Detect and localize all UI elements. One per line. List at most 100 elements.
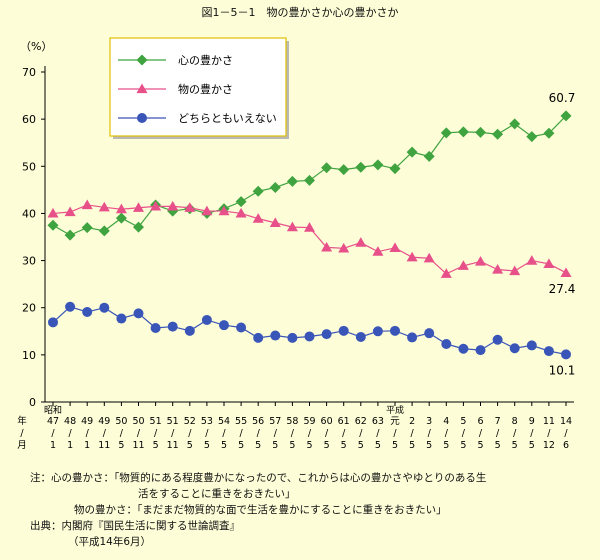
series-3-point [48,317,58,328]
series-2-point [98,201,110,212]
y-tick-label: 70 [22,66,36,79]
x-tick-label-slash: / [120,428,124,439]
x-tick-label-slash: / [393,428,397,439]
x-tick-label-slash: / [564,428,568,439]
series-3-point [201,314,212,325]
x-tick-label-year: 2 [409,416,415,427]
series-1-point [98,225,110,237]
x-tick-label-slash: / [68,428,72,439]
series-3-point [270,330,281,341]
series-2-point [372,246,384,256]
chart-notes: 注：心の豊かさ：「物質的にある程度豊かになったので、これからは心の豊かさやゆとり… [30,470,595,550]
x-tick-label-month: 5 [324,440,330,451]
series-2-point [235,207,247,218]
x-tick-label-year: 59 [303,416,315,427]
series-2-point [150,200,162,211]
y-axis-label: （%） [20,40,52,53]
x-tick-label-month: 5 [460,440,466,451]
x-tick-label-month: 5 [426,440,432,451]
x-tick-label-month: 5 [272,440,278,451]
series-2-point [475,256,486,266]
x-tick-label-slash: / [257,428,261,439]
series-3-point [167,321,178,332]
series-3-point [236,322,247,333]
series-2-point [64,206,76,217]
series-line-2 [52,204,567,275]
series-1-point [406,146,418,158]
x-tick-label-slash: / [188,428,192,439]
legend-label: どちらともいえない [178,112,277,125]
series-2-point [47,207,59,218]
series-1-point [440,127,452,139]
y-tick-label: 0 [29,396,36,409]
x-tick-label-month: 5 [529,440,535,451]
x-tick-label-slash: / [291,428,295,439]
series-1-point [560,110,572,122]
series-2-point [201,205,213,216]
x-tick-label-month: 5 [187,440,193,451]
x-tick-label-slash: / [205,428,209,439]
series-1-point [526,131,538,143]
x-tick-label-slash: / [428,428,432,439]
series-2-point [338,242,350,253]
x-tick-label-month: 5 [477,440,483,451]
series-3-point [184,325,195,336]
series-2-point [252,213,264,223]
x-tick-label-month: 5 [238,440,244,451]
x-tick-label-month: 5 [495,440,501,451]
series-3-point [492,334,503,345]
x-tick-label-year: 9 [529,416,535,427]
legend-label: 心の豊かさ [178,54,233,67]
note-line-2: 活をすることに重きをおきたい」 [138,488,296,500]
x-tick-label-year: 60 [321,416,333,427]
x-tick-label-year: 51 [150,416,162,427]
x-tick-label-month: 5 [204,440,210,451]
x-tick-label-slash: / [86,428,90,439]
x-tick-label-year: 8 [512,416,518,427]
x-tick-label-month: 5 [153,440,159,451]
series-2-point [269,217,281,227]
series-3-point [133,308,144,319]
x-tick-label-slash: / [239,428,243,439]
series-3-point [116,313,127,324]
series-1-point [389,163,401,175]
end-value-label: 10.1 [549,363,576,377]
series-1-point [372,159,384,171]
legend-label: 物の豊かさ [178,82,233,96]
x-tick-label-slash: / [171,428,175,439]
x-tick-label-year: 47 [47,416,59,427]
series-1-point [543,127,555,139]
series-1-point [133,221,144,233]
x-tick-label-year: 56 [252,416,264,427]
x-tick-label-month: 5 [341,440,347,451]
x-tick-label-year: 14 [560,416,572,427]
series-2-point [457,260,469,270]
y-tick-label: 20 [22,302,36,315]
x-tick-label-year: 5 [460,416,466,427]
x-tick-label-year: 55 [235,416,247,427]
series-3-point [321,329,332,340]
series-1-point [321,162,333,174]
x-tick-label-month: 11 [167,440,179,451]
x-tick-label-slash: / [410,428,414,439]
series-1-point [81,222,93,234]
x-tick-label-year: 49 [81,416,93,427]
x-tick-label-year: 52 [184,416,196,427]
series-2-point [167,200,179,211]
series-2-point [184,202,196,212]
series-3-point [526,340,537,351]
series-3-point [407,332,418,343]
series-2-point [492,264,504,274]
series-2-point [560,267,572,277]
x-tick-label-year: 4 [443,416,449,427]
x-tick-label-month: 5 [375,440,381,451]
x-tick-label-slash: / [103,428,107,439]
note-line-5: （平成14年6月） [68,536,152,548]
series-3-point [372,326,383,337]
x-tick-label-year: 11 [543,416,555,427]
x-tick-label-year: 51 [167,416,179,427]
series-1-point [304,174,315,186]
x-tick-label-month: 5 [512,440,518,451]
x-tick-label-month: 5 [443,440,449,451]
x-tick-label-slash: / [547,428,551,439]
